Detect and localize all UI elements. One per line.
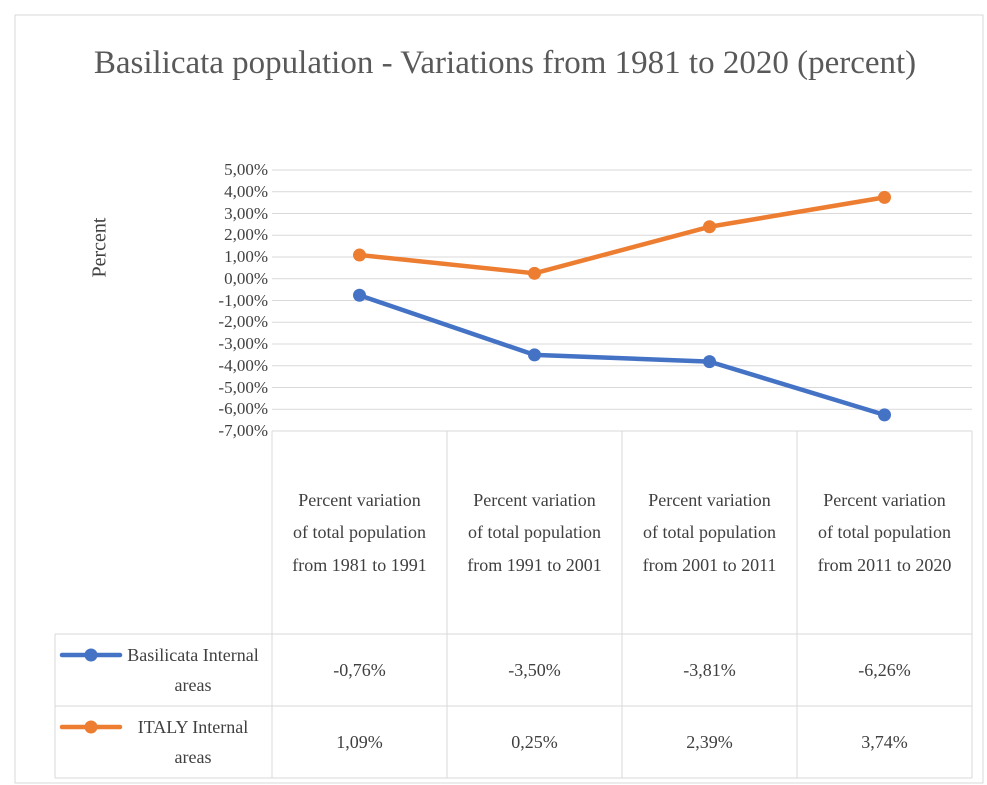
series-marker <box>353 288 366 302</box>
series-marker <box>528 266 541 280</box>
table-value: -0,76% <box>333 659 386 680</box>
chart-title: Basilicata population - Variations from … <box>93 45 917 81</box>
series-marker <box>703 355 716 369</box>
table-value: 3,74% <box>861 731 908 752</box>
category-label-text: Percent variation of total population fr… <box>292 489 427 575</box>
series-marker <box>353 248 366 262</box>
y-tick-label: -4,00% <box>218 355 268 375</box>
y-tick-label: 3,00% <box>224 203 268 223</box>
table-value: -3,50% <box>508 659 561 680</box>
y-tick-label: -7,00% <box>218 421 268 440</box>
y-tick-label: -1,00% <box>218 290 268 310</box>
table-value: -6,26% <box>858 659 911 680</box>
y-tick-label: 5,00% <box>224 160 268 179</box>
category-label: Percent variation of total population fr… <box>622 431 797 634</box>
legend-marker <box>84 648 98 662</box>
category-label: Percent variation of total population fr… <box>797 431 972 634</box>
series-marker <box>878 408 891 422</box>
y-tick-label: 4,00% <box>224 181 268 201</box>
legend-label: Basilicata Internal areas <box>127 645 259 695</box>
chart-border <box>14 14 984 784</box>
series-line <box>357 293 887 418</box>
y-tick-label: -2,00% <box>218 312 268 332</box>
y-tick-label: 0,00% <box>224 268 268 288</box>
table-value: 1,09% <box>336 731 383 752</box>
legend-label: ITALY Internal areas <box>137 717 249 767</box>
legend-marker <box>84 720 98 734</box>
y-tick-label: -3,00% <box>218 334 268 353</box>
table-value: -3,81% <box>683 659 736 680</box>
y-axis-label: Percent <box>88 217 111 278</box>
y-tick-label: -6,00% <box>218 399 268 419</box>
category-label-text: Percent variation of total population fr… <box>467 489 602 575</box>
table-value: 2,39% <box>686 731 733 752</box>
table-value: 0,25% <box>511 731 558 752</box>
category-label-text: Percent variation of total population fr… <box>817 489 952 575</box>
series-line <box>357 195 887 276</box>
category-label: Percent variation of total population fr… <box>272 431 447 634</box>
y-tick-label: 1,00% <box>224 247 268 266</box>
y-tick-label: -5,00% <box>218 377 268 397</box>
series-marker <box>703 220 716 234</box>
series-marker <box>878 190 891 204</box>
category-label: Percent variation of total population fr… <box>447 431 622 634</box>
category-label-text: Percent variation of total population fr… <box>642 489 777 575</box>
y-tick-label: 2,00% <box>224 225 268 245</box>
series-marker <box>528 348 541 362</box>
